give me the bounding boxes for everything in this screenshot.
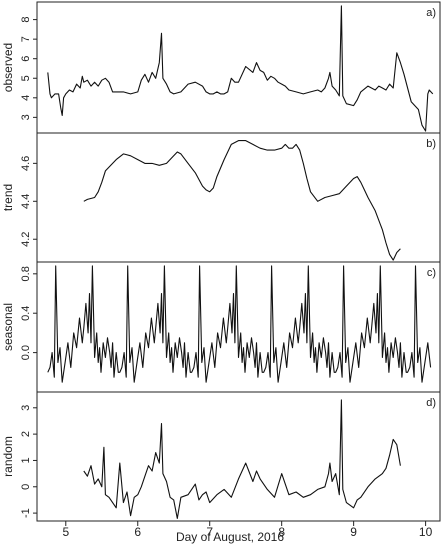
x-tick-label-4: 9	[350, 525, 357, 539]
y-tick-label-random-4: 3	[20, 405, 32, 411]
y-tick-label-random-1: 0	[20, 484, 32, 490]
y-tick-label-trend-1: 4.4	[20, 194, 32, 209]
y-tick-label-observed-3: 6	[20, 56, 32, 62]
y-tick-label-random-0: -1	[20, 508, 32, 518]
panel-label-observed: a)	[426, 7, 436, 19]
x-tick-label-2: 7	[206, 525, 213, 539]
y-tick-label-seasonal-2: 0.8	[20, 266, 32, 281]
y-tick-label-trend-0: 4.2	[20, 232, 32, 247]
y-tick-label-observed-1: 4	[20, 95, 32, 101]
x-tick-label-5: 10	[419, 525, 433, 539]
series-line-seasonal	[47, 265, 432, 383]
y-axis-label-trend: trend	[1, 184, 15, 211]
panel-frame-observed	[36, 1, 441, 134]
panel-observed: 3 4 5 6 7 8 observed a)	[1, 1, 441, 134]
y-axis-label-observed: observed	[1, 43, 15, 92]
y-axis-label-random: random	[1, 436, 15, 477]
panel-seasonal: 0.0 0.4 0.8 seasonal c)	[1, 261, 441, 393]
panel-label-seasonal: c)	[427, 267, 436, 279]
series-line-observed	[47, 5, 434, 132]
y-tick-label-trend-2: 4.6	[20, 156, 32, 171]
y-axis-label-seasonal: seasonal	[1, 303, 15, 351]
y-tick-label-random-2: 1	[20, 457, 32, 463]
y-tick-label-random-3: 2	[20, 431, 32, 437]
x-tick-label-1: 6	[134, 525, 141, 539]
x-axis-label: Day of August, 2016	[176, 530, 284, 544]
panels-group: 345678observeda)4.24.44.6trendb)0.00.40.…	[1, 1, 441, 539]
y-tick-label-seasonal-1: 0.4	[20, 306, 32, 321]
series-line-trend	[83, 140, 401, 261]
series-line-random	[83, 399, 401, 519]
x-tick-label-3: 8	[278, 525, 285, 539]
panel-trend: 4.2 4.4 4.6 trend b)	[1, 132, 441, 263]
y-tick-label-seasonal-0: 0.0	[20, 345, 32, 360]
panel-random: -1 0 1 2 3 random d)	[1, 391, 441, 522]
panel-label-trend: b)	[426, 138, 436, 150]
x-tick-label-0: 5	[62, 525, 69, 539]
y-tick-label-observed-4: 7	[20, 36, 32, 42]
panel-frame-trend	[36, 132, 441, 263]
panel-label-random: d)	[426, 397, 436, 409]
panel-frame-random	[36, 391, 441, 522]
y-tick-label-observed-2: 5	[20, 75, 32, 81]
y-tick-label-observed-5: 8	[20, 17, 32, 23]
y-tick-label-observed-0: 3	[20, 114, 32, 120]
